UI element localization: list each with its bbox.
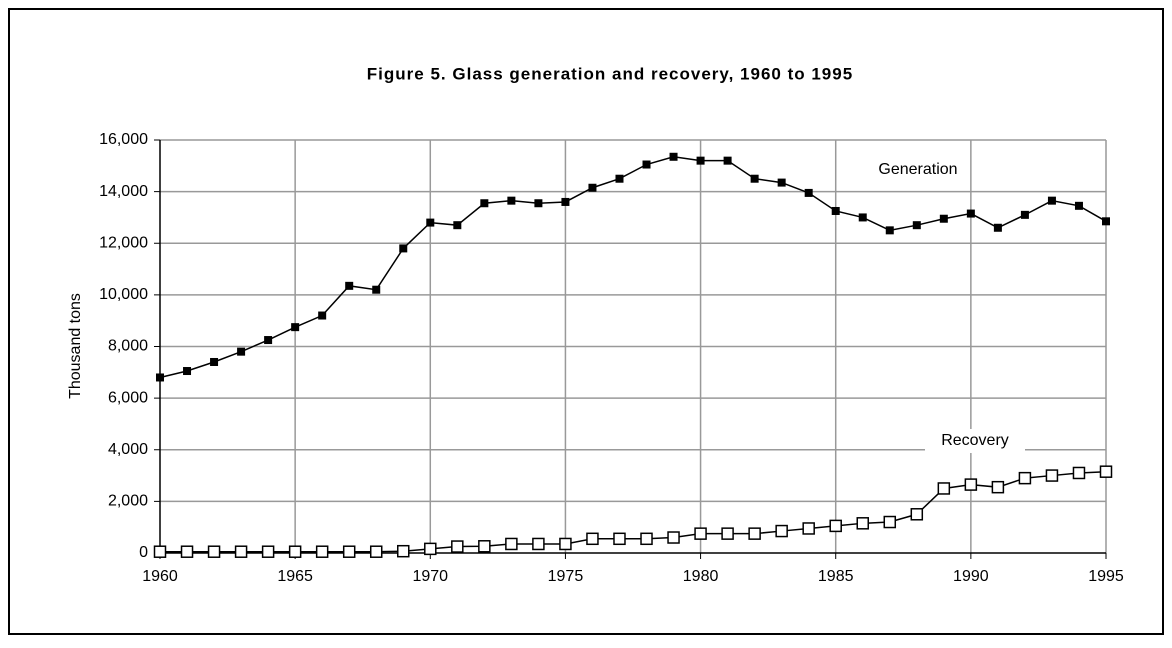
marker (534, 199, 543, 208)
x-tick-label: 1970 (412, 568, 448, 585)
marker (288, 545, 302, 558)
marker (831, 206, 840, 215)
marker (507, 196, 516, 205)
marker (505, 537, 518, 551)
marker (156, 373, 164, 382)
marker (559, 537, 572, 551)
marker (856, 517, 869, 530)
y-tick-label: 6,000 (108, 389, 148, 406)
marker (291, 323, 300, 332)
marker (399, 244, 408, 253)
marker (261, 545, 275, 558)
marker (694, 527, 707, 540)
marker (912, 221, 921, 230)
marker (910, 508, 924, 521)
marker (451, 540, 464, 553)
marker (964, 478, 978, 491)
marker (372, 285, 381, 294)
series-line (159, 156, 1107, 379)
marker (748, 527, 761, 540)
marker (858, 213, 867, 222)
marker (180, 545, 194, 558)
marker (640, 532, 653, 546)
marker (1102, 217, 1110, 226)
marker (315, 545, 329, 558)
annotation: Generation (878, 161, 957, 178)
marker (397, 544, 410, 558)
marker (777, 178, 786, 187)
marker (453, 221, 462, 230)
y-tick-label: 10,000 (99, 286, 148, 303)
marker (478, 540, 491, 553)
marker (561, 197, 570, 206)
marker (883, 515, 897, 529)
x-tick-label: 1990 (953, 568, 989, 585)
marker (696, 156, 705, 165)
marker (234, 545, 248, 558)
y-tick-label: 12,000 (99, 234, 148, 251)
marker (1020, 210, 1029, 219)
y-tick-label: 8,000 (108, 338, 148, 355)
marker (1099, 465, 1113, 478)
y-tick-label: 16,000 (99, 131, 148, 148)
marker (1018, 471, 1032, 485)
y-tick-label: 2,000 (108, 493, 148, 510)
marker (885, 226, 894, 235)
marker (615, 174, 624, 183)
x-tick-label: 1980 (683, 568, 719, 585)
marker (264, 336, 273, 345)
marker (775, 524, 788, 538)
marker (966, 209, 975, 218)
x-tick-label: 1975 (548, 568, 584, 585)
chart-title: Figure 5. Glass generation and recovery,… (367, 64, 853, 83)
marker (586, 532, 599, 546)
marker (424, 542, 437, 556)
marker (669, 152, 678, 161)
marker (1045, 469, 1059, 482)
marker (750, 174, 759, 183)
marker (1074, 201, 1083, 210)
marker (342, 545, 356, 558)
marker (207, 545, 221, 558)
marker (237, 347, 246, 356)
marker (318, 311, 327, 320)
marker (802, 522, 815, 535)
marker (991, 480, 1005, 494)
marker (183, 367, 192, 376)
annotation-bg (925, 429, 1025, 453)
annotation-bg (868, 158, 968, 182)
marker (532, 537, 545, 551)
marker (642, 160, 651, 169)
y-tick-label: 14,000 (99, 183, 148, 200)
x-tick-label: 1995 (1088, 568, 1124, 585)
marker (345, 281, 354, 290)
marker (426, 218, 435, 227)
annotation: Recovery (941, 432, 1009, 449)
x-tick-label: 1960 (142, 568, 178, 585)
marker (1072, 466, 1086, 480)
marker (937, 482, 951, 495)
marker (1047, 196, 1056, 205)
marker (804, 188, 813, 197)
y-tick-label: 4,000 (108, 441, 148, 458)
marker (829, 519, 842, 533)
marker (613, 532, 626, 546)
y-axis-label: Thousand tons (67, 293, 84, 399)
marker (721, 527, 734, 540)
marker (993, 223, 1002, 232)
y-tick-label: 0 (139, 544, 148, 561)
marker (939, 214, 948, 223)
marker (153, 545, 167, 558)
marker (588, 183, 597, 192)
marker (723, 156, 732, 165)
x-tick-label: 1985 (818, 568, 854, 585)
x-tick-label: 1965 (277, 568, 313, 585)
marker (369, 545, 383, 558)
marker (210, 357, 219, 366)
marker (480, 199, 489, 208)
marker (667, 531, 680, 544)
